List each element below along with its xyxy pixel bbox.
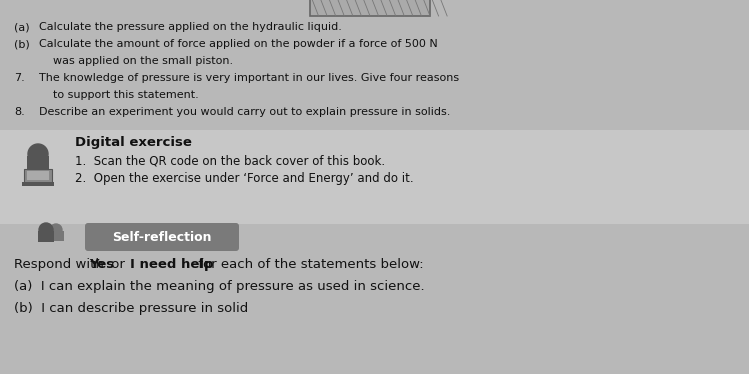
Text: (a)  I can explain the meaning of pressure as used in science.: (a) I can explain the meaning of pressur… <box>14 280 425 293</box>
Text: Self-reflection: Self-reflection <box>112 230 212 243</box>
Text: Yes: Yes <box>89 258 115 271</box>
Text: to support this statement.: to support this statement. <box>32 90 198 100</box>
Text: Calculate the amount of force applied on the powder if a force of 500 N: Calculate the amount of force applied on… <box>32 39 437 49</box>
Text: (a): (a) <box>14 22 30 32</box>
Text: 2.  Open the exercise under ‘Force and Energy’ and do it.: 2. Open the exercise under ‘Force and En… <box>75 172 413 185</box>
Text: 1.  Scan the QR code on the back cover of this book.: 1. Scan the QR code on the back cover of… <box>75 154 385 167</box>
Bar <box>27 171 49 180</box>
Circle shape <box>28 144 48 164</box>
Text: Describe an experiment you would carry out to explain pressure in solids.: Describe an experiment you would carry o… <box>32 107 450 117</box>
Bar <box>310 0 430 16</box>
FancyBboxPatch shape <box>85 223 239 251</box>
Circle shape <box>50 224 62 236</box>
FancyBboxPatch shape <box>50 231 64 241</box>
FancyBboxPatch shape <box>22 182 54 186</box>
Text: Digital exercise: Digital exercise <box>75 136 192 149</box>
Text: I need help: I need help <box>130 258 213 271</box>
Text: The knowledge of pressure is very important in our lives. Give four reasons: The knowledge of pressure is very import… <box>32 73 459 83</box>
FancyBboxPatch shape <box>38 231 54 242</box>
Text: 7.: 7. <box>14 73 25 83</box>
Circle shape <box>39 223 53 237</box>
FancyBboxPatch shape <box>27 156 49 170</box>
Bar <box>0 130 749 224</box>
Text: Calculate the pressure applied on the hydraulic liquid.: Calculate the pressure applied on the hy… <box>32 22 342 32</box>
Text: was applied on the small piston.: was applied on the small piston. <box>32 56 233 66</box>
FancyBboxPatch shape <box>24 169 52 183</box>
Text: (b)  I can describe pressure in solid: (b) I can describe pressure in solid <box>14 302 248 315</box>
Text: (b): (b) <box>14 39 30 49</box>
Text: 8.: 8. <box>14 107 25 117</box>
Text: or: or <box>107 258 129 271</box>
Text: for each of the statements below:: for each of the statements below: <box>194 258 423 271</box>
Text: Respond with: Respond with <box>14 258 108 271</box>
